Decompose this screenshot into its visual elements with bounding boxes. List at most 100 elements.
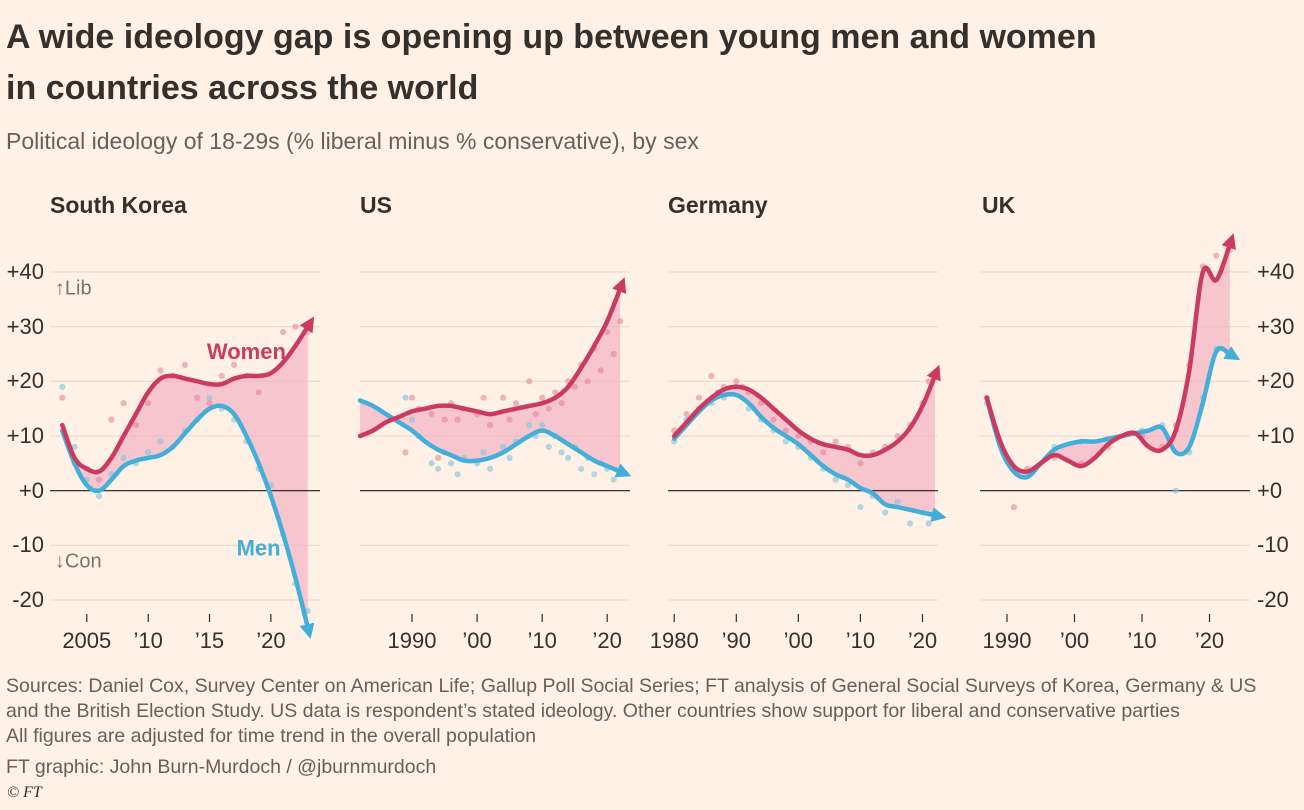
women-line: [984, 242, 1233, 474]
men-arrowhead: [299, 622, 315, 639]
data-dot-men: [59, 383, 66, 390]
data-dot-women: [584, 378, 591, 385]
sources-line-2: and the British Election Study. US data …: [6, 700, 1180, 722]
x-tick-label: ’00: [462, 628, 491, 653]
data-dot-men: [96, 493, 103, 500]
panel-chart-south-korea: 2005 ’10 ’15 ’20 Women Men ↑Lib ↓Con: [50, 271, 320, 653]
data-dot-women: [218, 372, 225, 379]
data-dot-men: [565, 454, 572, 461]
data-dot-women: [545, 405, 552, 412]
x-tick-label: ’10: [134, 628, 163, 653]
chart-subtitle: Political ideology of 18-29s (% liberal …: [6, 128, 699, 154]
women-arrowhead: [1221, 233, 1236, 250]
data-dot-men: [506, 454, 513, 461]
men-line: [357, 398, 623, 474]
data-dot-women: [441, 416, 448, 423]
sources-line-1: Sources: Daniel Cox, Survey Center on Am…: [6, 675, 1257, 697]
data-dot-men: [71, 443, 78, 450]
data-dot-men: [454, 471, 461, 478]
women-line: [671, 373, 938, 459]
men-line: [671, 391, 938, 518]
annotation-men: Men: [237, 536, 281, 561]
data-dot-men: [145, 449, 152, 456]
data-dot-women: [408, 394, 416, 401]
x-tick-label: ’00: [784, 628, 813, 653]
data-dot-women: [604, 329, 611, 336]
women-arrowhead: [926, 364, 941, 382]
y-axis-label-left: +0: [18, 477, 44, 503]
data-dot-men: [480, 449, 487, 456]
men-arrowhead: [930, 507, 947, 522]
data-dot-men: [882, 509, 889, 516]
data-dot-men: [526, 422, 533, 429]
data-dot-women: [1010, 504, 1017, 511]
data-dot-men: [402, 394, 409, 401]
data-dot-women: [132, 422, 139, 429]
data-dot-men: [157, 438, 164, 445]
data-dot-women: [733, 378, 740, 385]
men-line: [60, 403, 310, 630]
data-dot-women: [532, 411, 539, 418]
gender-gap-area: [360, 288, 621, 472]
data-dot-women: [526, 378, 533, 385]
annotation-women: Women: [207, 339, 286, 364]
data-dot-men: [857, 504, 864, 511]
footer: Sources: Daniel Cox, Survey Center on Am…: [6, 674, 1256, 780]
panel-title-us: US: [360, 192, 392, 218]
gender-gap-area: [62, 326, 308, 628]
women-line: [357, 286, 623, 439]
y-axis-label-right: +20: [1257, 368, 1295, 394]
data-dot-men: [448, 460, 455, 467]
data-dot-women: [206, 400, 213, 407]
data-dot-women: [480, 394, 487, 401]
women-arrowhead: [299, 316, 315, 334]
data-dot-men: [120, 454, 127, 461]
x-tick-label: ’90: [722, 628, 751, 653]
data-dot-women: [695, 394, 703, 401]
data-dot-women: [280, 329, 287, 336]
data-dot-women: [1213, 252, 1220, 259]
data-dot-women: [231, 361, 238, 368]
data-dot-women: [181, 361, 189, 368]
data-dot-women: [683, 411, 690, 418]
data-dot-women: [597, 367, 604, 374]
data-dot-women: [558, 400, 565, 407]
women-arrowhead: [612, 277, 627, 294]
y-axis-label-left: -20: [12, 587, 44, 612]
data-dot-women: [435, 454, 442, 461]
annotation-con: ↓Con: [55, 551, 102, 573]
copyright: © FT: [7, 784, 42, 801]
x-tick-label: 1990: [388, 628, 437, 653]
data-dot-women: [820, 449, 827, 456]
data-dot-women: [96, 476, 103, 483]
x-tick-label: 1980: [650, 628, 699, 653]
data-dot-women: [539, 394, 546, 401]
data-dot-men: [435, 465, 442, 472]
data-dot-men: [925, 520, 932, 527]
data-dot-women: [255, 389, 262, 396]
data-dot-men: [1172, 487, 1179, 494]
x-tick-label: ’10: [846, 628, 875, 653]
data-dot-men: [558, 449, 565, 456]
data-dot-men: [782, 438, 789, 445]
data-dot-women: [857, 460, 864, 467]
x-tick-label: ’20: [256, 628, 285, 653]
data-dot-men: [610, 476, 617, 483]
y-axis-label-right: +30: [1257, 313, 1295, 339]
data-dot-men: [408, 416, 416, 423]
men-arrowhead: [614, 463, 632, 478]
y-axis-label-right: +0: [1257, 477, 1283, 503]
x-tick-label: ’20: [908, 628, 937, 653]
x-tick-label: ’10: [1127, 628, 1156, 653]
panel-title-south-korea: South Korea: [50, 192, 187, 218]
x-tick-label: ’20: [1195, 628, 1224, 653]
x-tick-label: ’00: [1060, 628, 1089, 653]
data-dot-women: [571, 383, 578, 390]
data-dot-women: [782, 427, 789, 434]
x-tick-label: ’10: [528, 628, 557, 653]
gender-gap-area: [674, 375, 935, 516]
y-axis-label-right: -10: [1257, 532, 1289, 558]
y-axis-label-left: -10: [12, 532, 44, 558]
